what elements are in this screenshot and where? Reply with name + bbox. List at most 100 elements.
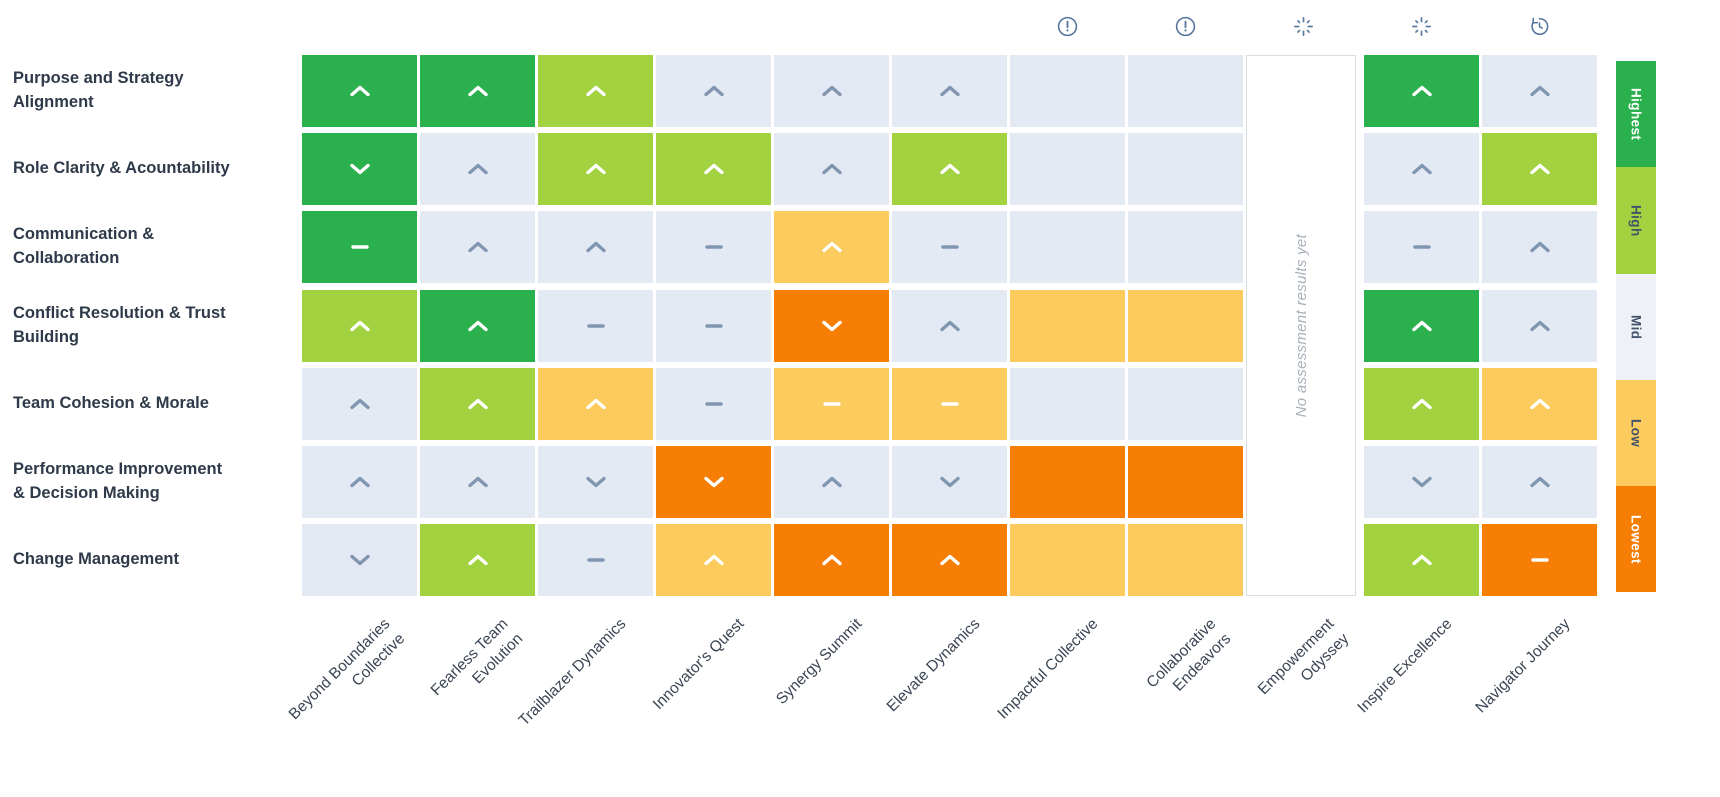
trend-up-icon bbox=[581, 396, 611, 412]
heatmap-cell[interactable] bbox=[1482, 211, 1597, 284]
spinner-icon[interactable] bbox=[1364, 13, 1479, 39]
heatmap-cell[interactable] bbox=[1364, 445, 1479, 518]
heatmap-cell[interactable] bbox=[892, 55, 1007, 127]
icon-slot-empty bbox=[420, 13, 535, 39]
history-icon[interactable] bbox=[1482, 13, 1597, 39]
heatmap-cell[interactable] bbox=[1482, 445, 1597, 518]
heatmap-cell[interactable] bbox=[1482, 289, 1597, 362]
heatmap-cell[interactable] bbox=[1010, 133, 1125, 206]
heatmap-cell[interactable] bbox=[1364, 524, 1479, 597]
heatmap-cell[interactable] bbox=[302, 211, 417, 284]
column-status-icons-row bbox=[302, 13, 1597, 39]
heatmap-cell[interactable] bbox=[420, 133, 535, 206]
heatmap-cell[interactable] bbox=[420, 524, 535, 597]
heatmap-cell[interactable] bbox=[1364, 211, 1479, 284]
heatmap-cell[interactable] bbox=[420, 445, 535, 518]
heatmap-cell[interactable] bbox=[892, 289, 1007, 362]
heatmap-cell[interactable] bbox=[1364, 133, 1479, 206]
trend-up-icon bbox=[1407, 161, 1437, 177]
heatmap-cell[interactable] bbox=[302, 445, 417, 518]
trend-up-icon bbox=[1407, 318, 1437, 334]
heatmap-cell[interactable] bbox=[1364, 367, 1479, 440]
alert-icon[interactable] bbox=[1010, 13, 1125, 39]
heatmap-cell[interactable] bbox=[892, 211, 1007, 284]
trend-up-icon bbox=[817, 161, 847, 177]
heatmap-cell[interactable] bbox=[1364, 289, 1479, 362]
heatmap-cell[interactable] bbox=[656, 211, 771, 284]
heatmap-cell[interactable] bbox=[1128, 367, 1243, 440]
heatmap-cell[interactable] bbox=[774, 524, 889, 597]
heatmap-cell[interactable] bbox=[1010, 524, 1125, 597]
heatmap-cell[interactable] bbox=[302, 133, 417, 206]
legend-item-low: Low bbox=[1616, 379, 1656, 487]
score-legend: Highest High Mid Low Lowest bbox=[1616, 61, 1656, 593]
heatmap-cell[interactable] bbox=[774, 289, 889, 362]
heatmap-cell[interactable] bbox=[538, 367, 653, 440]
heatmap-cell[interactable] bbox=[1128, 445, 1243, 518]
legend-label: Highest bbox=[1628, 87, 1644, 141]
heatmap-cell[interactable] bbox=[1128, 524, 1243, 597]
heatmap-cell[interactable] bbox=[302, 289, 417, 362]
trend-up-icon bbox=[1407, 83, 1437, 99]
heatmap-cell[interactable] bbox=[774, 55, 889, 127]
heatmap-cell[interactable] bbox=[1482, 367, 1597, 440]
heatmap-cell[interactable] bbox=[538, 289, 653, 362]
heatmap-cell[interactable] bbox=[302, 55, 417, 127]
row-label: Performance Improvement & Decision Makin… bbox=[13, 460, 223, 502]
trend-flat-icon bbox=[1407, 239, 1437, 255]
heatmap-cell[interactable] bbox=[420, 289, 535, 362]
heatmap-cell[interactable] bbox=[538, 55, 653, 127]
heatmap-cell[interactable] bbox=[656, 367, 771, 440]
heatmap-cell[interactable] bbox=[1128, 289, 1243, 362]
trend-up-icon bbox=[463, 161, 493, 177]
row-label: Conflict Resolution & Trust Building bbox=[13, 303, 226, 346]
heatmap-cell[interactable] bbox=[656, 133, 771, 206]
heatmap-cell[interactable] bbox=[892, 445, 1007, 518]
heatmap-cell[interactable] bbox=[538, 524, 653, 597]
heatmap-cell[interactable] bbox=[538, 445, 653, 518]
heatmap-cell[interactable] bbox=[1128, 211, 1243, 284]
heatmap-cell[interactable] bbox=[420, 367, 535, 440]
trend-up-icon bbox=[935, 552, 965, 568]
heatmap-cell[interactable] bbox=[1364, 55, 1479, 127]
row-label: Communication & Collaboration bbox=[13, 225, 155, 268]
heatmap-cell[interactable] bbox=[656, 289, 771, 362]
heatmap-cell[interactable] bbox=[656, 445, 771, 518]
heatmap-cell[interactable] bbox=[302, 367, 417, 440]
legend-label: Lowest bbox=[1628, 514, 1644, 564]
heatmap-cell[interactable] bbox=[1010, 367, 1125, 440]
heatmap-cell[interactable] bbox=[538, 133, 653, 206]
heatmap-cell[interactable] bbox=[1482, 55, 1597, 127]
heatmap-cell[interactable] bbox=[774, 133, 889, 206]
heatmap-cell[interactable] bbox=[892, 133, 1007, 206]
heatmap-cell[interactable] bbox=[420, 55, 535, 127]
heatmap-cell[interactable] bbox=[1010, 55, 1125, 127]
icon-slot-empty bbox=[774, 13, 889, 39]
heatmap-cell[interactable] bbox=[1482, 133, 1597, 206]
heatmap-cell[interactable] bbox=[892, 524, 1007, 597]
legend-label: High bbox=[1628, 204, 1644, 237]
heatmap-cell[interactable] bbox=[892, 367, 1007, 440]
row-label: Team Cohesion & Morale bbox=[13, 393, 209, 412]
heatmap-cell[interactable] bbox=[774, 211, 889, 284]
heatmap-cell[interactable] bbox=[774, 445, 889, 518]
heatmap-cell[interactable] bbox=[656, 55, 771, 127]
row-label: Change Management bbox=[13, 550, 179, 569]
heatmap-cell[interactable] bbox=[1128, 55, 1243, 127]
heatmap-cell[interactable] bbox=[1482, 524, 1597, 597]
spinner-icon[interactable] bbox=[1246, 13, 1361, 39]
heatmap-cell[interactable] bbox=[1010, 289, 1125, 362]
legend-item-lowest: Lowest bbox=[1616, 486, 1656, 593]
heatmap-cell[interactable] bbox=[420, 211, 535, 284]
heatmap-cell[interactable] bbox=[1010, 445, 1125, 518]
heatmap-cell[interactable] bbox=[302, 524, 417, 597]
heatmap-cell[interactable] bbox=[656, 524, 771, 597]
legend-item-mid: Mid bbox=[1616, 273, 1656, 380]
heatmap-cell[interactable] bbox=[774, 367, 889, 440]
trend-up-icon bbox=[345, 474, 375, 490]
alert-icon[interactable] bbox=[1128, 13, 1243, 39]
heatmap-cell[interactable] bbox=[1010, 211, 1125, 284]
heatmap-cell[interactable] bbox=[538, 211, 653, 284]
heatmap-cell[interactable] bbox=[1128, 133, 1243, 206]
legend-label: Low bbox=[1628, 418, 1644, 448]
